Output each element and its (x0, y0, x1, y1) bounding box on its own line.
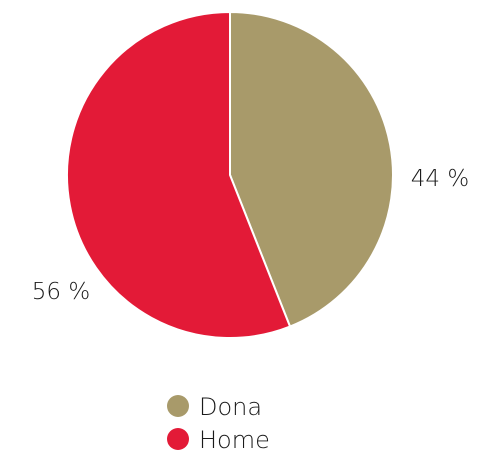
slice-label-home: 56 % (32, 279, 90, 305)
legend-marker-home (167, 428, 189, 450)
legend-label-dona: Dona (199, 393, 262, 421)
legend-marker-dona (167, 395, 189, 417)
slice-label-dona: 44 % (411, 166, 469, 192)
pie-slice-dona (229, 11, 394, 328)
pie-slices (65, 11, 394, 339)
legend: Dona Home (167, 393, 270, 454)
legend-label-home: Home (199, 426, 270, 454)
pie-slice-home (65, 11, 291, 339)
slice-labels: 44 % 56 % (32, 166, 469, 305)
